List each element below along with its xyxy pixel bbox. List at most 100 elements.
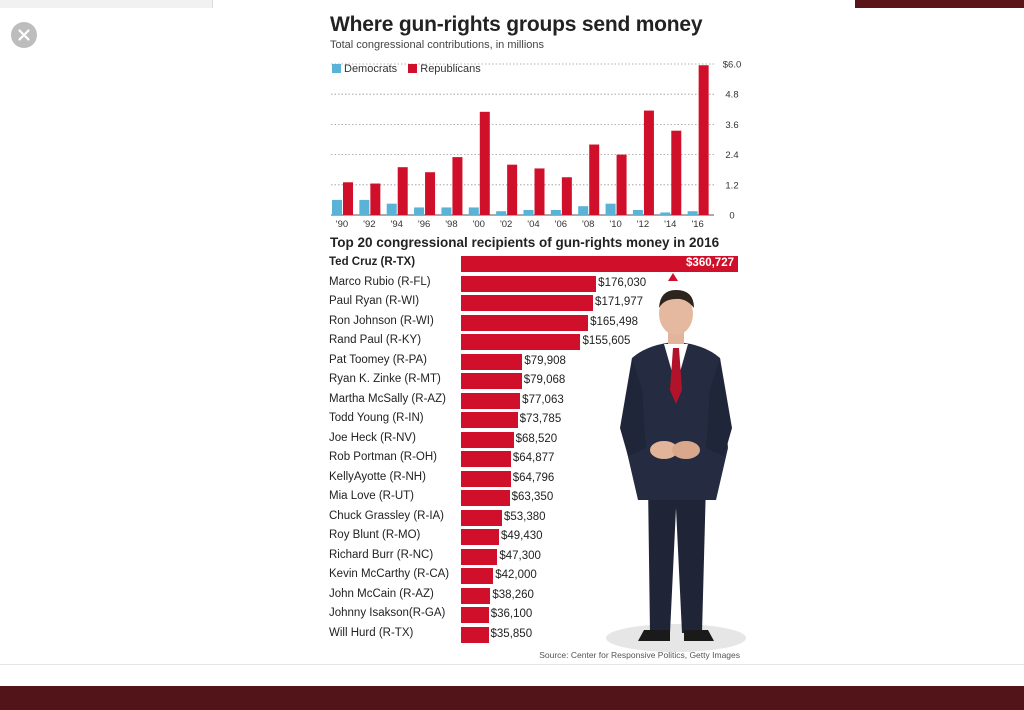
bar-republicans bbox=[507, 164, 518, 215]
legend-item-democrats: Democrats bbox=[332, 63, 397, 75]
bar-republicans bbox=[452, 157, 463, 215]
recipient-row: Ryan K. Zinke (R-MT) $79,068 bbox=[320, 371, 750, 391]
tab[interactable] bbox=[0, 0, 213, 8]
highlight-marker bbox=[668, 273, 678, 281]
recipient-row: Paul Ryan (R-WI) $171,977 bbox=[320, 293, 750, 313]
bar-republicans bbox=[671, 130, 682, 215]
y-tick-label: 1.2 bbox=[725, 180, 738, 191]
recipient-row: Joe Heck (R-NV) $68,520 bbox=[320, 430, 750, 450]
recipient-name: Richard Burr (R-NC) bbox=[329, 548, 434, 561]
bar-republicans bbox=[370, 183, 381, 215]
recipient-name: Joe Heck (R-NV) bbox=[329, 431, 416, 444]
recipient-row: Roy Blunt (R-MO) $49,430 bbox=[320, 527, 750, 547]
recipient-name: Will Hurd (R-TX) bbox=[329, 626, 414, 639]
tab-strip bbox=[0, 0, 855, 8]
recipient-bar bbox=[461, 334, 581, 350]
bar-republicans bbox=[589, 144, 600, 215]
recipient-name: Kevin McCarthy (R-CA) bbox=[329, 568, 450, 580]
bar-republicans bbox=[643, 110, 654, 215]
recipient-name: Rob Portman (R-OH) bbox=[329, 451, 437, 463]
bar-democrats bbox=[496, 211, 507, 215]
x-tick-label: '04 bbox=[527, 219, 539, 230]
divider bbox=[0, 664, 1024, 665]
recipient-amount: $53,380 bbox=[503, 510, 546, 523]
bar-democrats bbox=[414, 207, 425, 215]
recipient-amount: $79,068 bbox=[523, 374, 566, 386]
recipient-amount: $47,300 bbox=[499, 549, 541, 562]
y-tick-label: $6.0 bbox=[723, 60, 742, 71]
recipient-row: Pat Toomey (R-PA) $79,908 bbox=[320, 352, 750, 372]
recipient-amount: $165,498 bbox=[590, 315, 639, 328]
recipient-bar bbox=[461, 470, 511, 487]
y-tick-label: 0 bbox=[729, 211, 734, 222]
x-tick-label: '96 bbox=[418, 219, 430, 230]
recipient-row: Todd Young (R-IN) $73,785 bbox=[320, 410, 750, 430]
recipient-amount: $68,520 bbox=[515, 432, 558, 445]
close-button[interactable] bbox=[11, 22, 37, 48]
recipient-row: Chuck Grassley (R-IA) $53,380 bbox=[320, 508, 750, 528]
x-tick-label: '98 bbox=[445, 219, 457, 230]
recipient-amount: $73,785 bbox=[519, 413, 562, 425]
recipient-amount: $63,350 bbox=[511, 491, 554, 503]
recipient-row: Richard Burr (R-NC) $47,300 bbox=[320, 547, 750, 567]
x-tick-label: '08 bbox=[582, 219, 594, 230]
recipient-name: Ted Cruz (R-TX) bbox=[329, 256, 416, 268]
recipient-bar bbox=[461, 275, 597, 292]
recipient-bar bbox=[461, 529, 499, 545]
recipient-row: John McCain (R-AZ) $38,260 bbox=[320, 586, 750, 606]
source-note: Source: Center for Responsive Politics, … bbox=[539, 650, 740, 660]
bar-republicans bbox=[479, 111, 490, 215]
bar-democrats bbox=[332, 199, 342, 215]
recipient-bar bbox=[461, 548, 498, 565]
recipient-name: Marco Rubio (R-FL) bbox=[329, 275, 431, 288]
recipient-row: Ted Cruz (R-TX) $360,727 bbox=[320, 254, 750, 281]
recipient-row: Marco Rubio (R-FL) $176,030 bbox=[320, 274, 750, 294]
x-tick-label: '02 bbox=[500, 219, 512, 230]
recipient-row: Will Hurd (R-TX) $35,850 bbox=[320, 625, 750, 645]
recipient-name: Todd Young (R-IN) bbox=[329, 412, 424, 424]
bar-democrats bbox=[468, 207, 479, 215]
x-tick-label: '00 bbox=[473, 219, 485, 230]
recipient-amount: $79,908 bbox=[524, 354, 566, 367]
bar-republicans bbox=[425, 172, 436, 215]
recipient-amount: $42,000 bbox=[495, 569, 537, 581]
legend-label-democrats: Democrats bbox=[344, 63, 398, 75]
recipient-bar bbox=[461, 607, 489, 623]
bar-democrats bbox=[605, 203, 616, 215]
legend-label-republicans: Republicans bbox=[420, 63, 481, 75]
recipient-amount: $38,260 bbox=[492, 588, 534, 601]
recipient-bar bbox=[461, 373, 522, 389]
browser-top-bar bbox=[0, 0, 1024, 8]
recipient-name: Paul Ryan (R-WI) bbox=[329, 295, 420, 307]
person-photo bbox=[598, 278, 758, 658]
recipient-amount: $64,796 bbox=[512, 471, 555, 484]
recipient-bar bbox=[461, 490, 510, 506]
x-tick-label: '92 bbox=[363, 219, 375, 230]
recipient-amount: $176,030 bbox=[598, 276, 647, 289]
recipient-amount: $77,063 bbox=[522, 393, 564, 406]
recipient-bar bbox=[461, 295, 594, 311]
recipient-name: Pat Toomey (R-PA) bbox=[329, 353, 427, 366]
bar-republicans bbox=[343, 182, 353, 215]
recipient-bar bbox=[461, 412, 518, 428]
x-tick-label: '16 bbox=[691, 219, 703, 230]
recipient-row: Rob Portman (R-OH) $64,877 bbox=[320, 449, 750, 469]
x-tick-label: '14 bbox=[664, 219, 676, 230]
y-tick-label: 2.4 bbox=[725, 150, 738, 161]
recipient-amount: $36,100 bbox=[490, 608, 533, 620]
contributions-bar-chart: $6.0 4.8 3.6 2.4 1.2 0 '90 '92 '94 '96 '98 '00 '02 '0… bbox=[331, 60, 742, 230]
recipients-title: Top 20 congressional recipients of gun-r… bbox=[330, 235, 720, 250]
recipient-row: Martha McSally (R-AZ) $77,063 bbox=[320, 391, 750, 411]
recipient-name: KellyAyotte (R-NH) bbox=[329, 470, 426, 483]
recipient-bar bbox=[461, 431, 514, 448]
x-tick-label: '90 bbox=[336, 219, 348, 230]
recipient-row: Johnny Isakson(R-GA) $36,100 bbox=[320, 605, 750, 625]
recipient-bar bbox=[461, 256, 738, 272]
recipient-name: Johnny Isakson(R-GA) bbox=[329, 607, 446, 619]
y-tick-label: 3.6 bbox=[725, 120, 738, 131]
x-tick-label: '06 bbox=[555, 219, 567, 230]
recipient-amount: $360,727 bbox=[686, 257, 734, 269]
recipient-amount: $64,877 bbox=[512, 452, 555, 464]
legend-item-republicans: Republicans bbox=[408, 63, 481, 75]
recipient-bar bbox=[461, 587, 491, 604]
